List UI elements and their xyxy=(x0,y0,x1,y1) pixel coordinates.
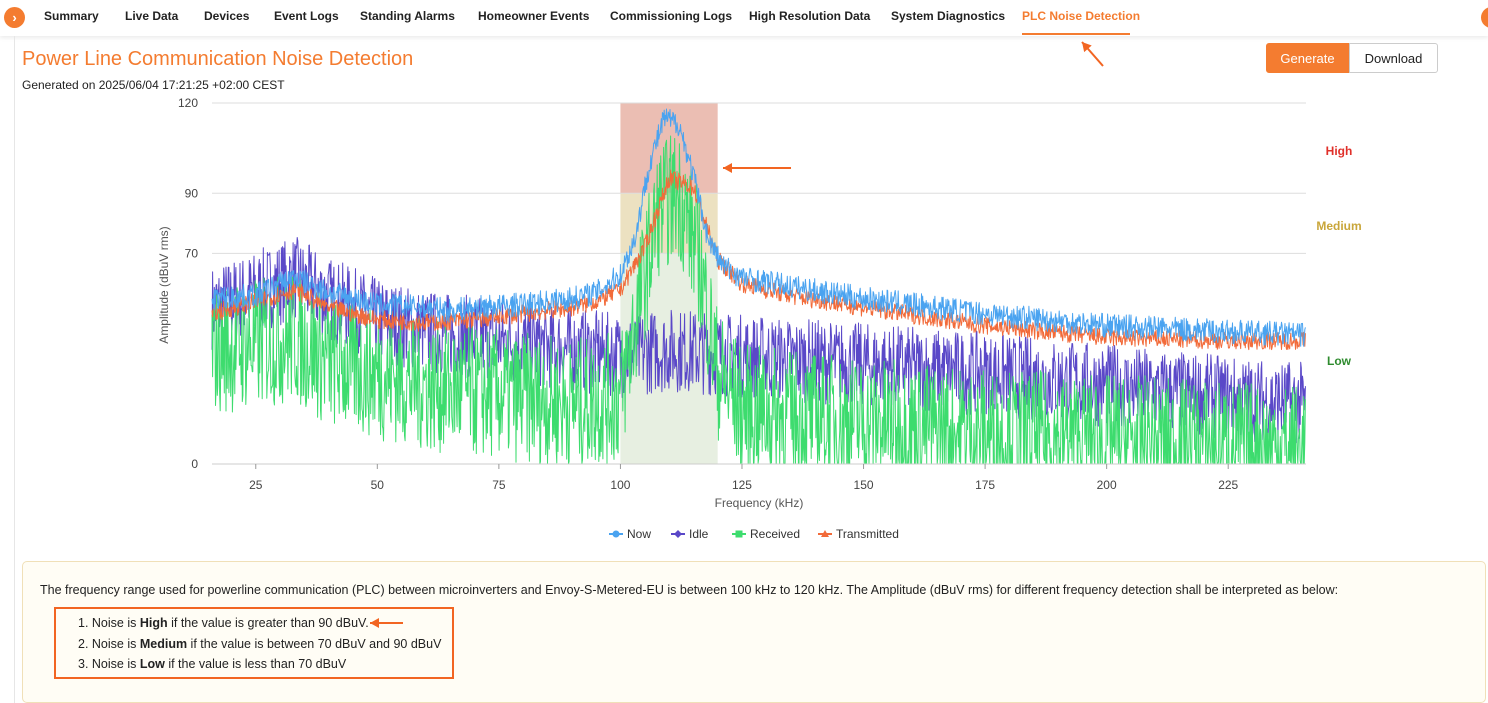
x-tick-label: 100 xyxy=(610,478,630,492)
legend-label: Received xyxy=(750,527,800,541)
legend-item-idle[interactable]: Idle xyxy=(671,527,709,541)
x-tick-label: 25 xyxy=(249,478,263,492)
y-tick-label: 120 xyxy=(178,96,198,110)
x-axis-label: Frequency (kHz) xyxy=(715,496,804,510)
tab-standing-alarms[interactable]: Standing Alarms xyxy=(360,9,455,23)
x-tick-label: 150 xyxy=(854,478,874,492)
rule-suffix: if the value is greater than 90 dBuV. xyxy=(167,616,369,630)
tab-summary[interactable]: Summary xyxy=(44,9,99,23)
arrow-head xyxy=(723,163,732,173)
legend-label: Idle xyxy=(689,527,709,541)
nav-scroll-right-button[interactable] xyxy=(1481,7,1488,28)
diamond-marker-icon xyxy=(674,530,682,538)
circle-marker-icon xyxy=(612,530,620,538)
y-axis-label: Amplitude (dBuV rms) xyxy=(157,226,171,343)
rule-prefix: 1. Noise is xyxy=(78,616,140,630)
noise-chart: 25 50 75 100 125 150 175 200 225 0 70 90 120 High Medi… xyxy=(157,41,1362,541)
triangle-marker-icon xyxy=(821,530,829,537)
y-tick-label: 90 xyxy=(185,186,199,200)
tab-plc-noise-detection[interactable]: PLC Noise Detection xyxy=(1022,9,1141,23)
rules-highlight-box xyxy=(54,607,454,679)
content-panel xyxy=(14,36,1488,703)
top-nav: › Summary Live Data Devices Event Logs S… xyxy=(0,0,1488,36)
tab-devices[interactable]: Devices xyxy=(204,9,250,23)
x-tick-label: 50 xyxy=(371,478,385,492)
legend-item-now[interactable]: Now xyxy=(609,527,651,541)
zone-label-low: Low xyxy=(1327,354,1352,368)
rule-high: 1. Noise is High if the value is greater… xyxy=(78,616,369,630)
rule-level: Low xyxy=(139,657,165,671)
generated-timestamp: Generated on 2025/06/04 17:21:25 +02:00 … xyxy=(22,78,285,92)
rule-level: Medium xyxy=(139,637,188,651)
zone-label-medium: Medium xyxy=(1316,219,1361,233)
tab-commissioning-logs[interactable]: Commissioning Logs xyxy=(610,9,733,23)
download-button[interactable]: Download xyxy=(1349,43,1438,73)
rule-medium: 2. Noise is Medium if the value is betwe… xyxy=(78,637,441,651)
chevron-right-icon[interactable]: › xyxy=(4,7,25,28)
tab-pointer-arrow-icon xyxy=(1081,41,1104,67)
info-panel xyxy=(22,561,1486,703)
series-line-received xyxy=(211,135,1306,465)
tab-high-resolution-data[interactable]: High Resolution Data xyxy=(749,9,871,23)
active-tab-indicator xyxy=(1022,33,1130,35)
zone-label-high: High xyxy=(1326,144,1353,158)
arrow-head xyxy=(1082,42,1092,53)
rule-suffix: if the value is less than 70 dBuV xyxy=(164,657,347,671)
rule-level: High xyxy=(139,616,168,630)
x-tick-label: 175 xyxy=(975,478,995,492)
legend-item-transmitted[interactable]: Transmitted xyxy=(818,527,899,541)
series-line-now xyxy=(211,108,1306,347)
x-tick-label: 125 xyxy=(732,478,752,492)
square-marker-icon xyxy=(735,530,743,538)
band-pointer-arrow-icon xyxy=(723,163,791,173)
x-tick-label: 225 xyxy=(1218,478,1238,492)
legend-label: Now xyxy=(627,527,651,541)
tab-live-data[interactable]: Live Data xyxy=(125,9,179,23)
x-tick-label: 200 xyxy=(1097,478,1117,492)
rule-prefix: 2. Noise is xyxy=(78,637,140,651)
legend-item-received[interactable]: Received xyxy=(732,527,800,541)
generate-button[interactable]: Generate xyxy=(1266,43,1349,73)
rule-low: 3. Noise is Low if the value is less tha… xyxy=(78,657,346,671)
legend-label: Transmitted xyxy=(836,527,899,541)
x-tick-label: 75 xyxy=(492,478,506,492)
rule-suffix: if the value is between 70 dBuV and 90 d… xyxy=(187,637,442,651)
page-title: Power Line Communication Noise Detection xyxy=(22,48,414,70)
tab-system-diagnostics[interactable]: System Diagnostics xyxy=(891,9,1006,23)
tab-event-logs[interactable]: Event Logs xyxy=(274,9,339,23)
tab-homeowner-events[interactable]: Homeowner Events xyxy=(478,9,590,23)
y-tick-label: 70 xyxy=(185,246,199,260)
series-line-transmitted xyxy=(211,169,1306,351)
info-description: The frequency range used for powerline c… xyxy=(40,583,1339,597)
y-tick-label: 0 xyxy=(191,457,198,471)
rule-prefix: 3. Noise is xyxy=(78,657,140,671)
